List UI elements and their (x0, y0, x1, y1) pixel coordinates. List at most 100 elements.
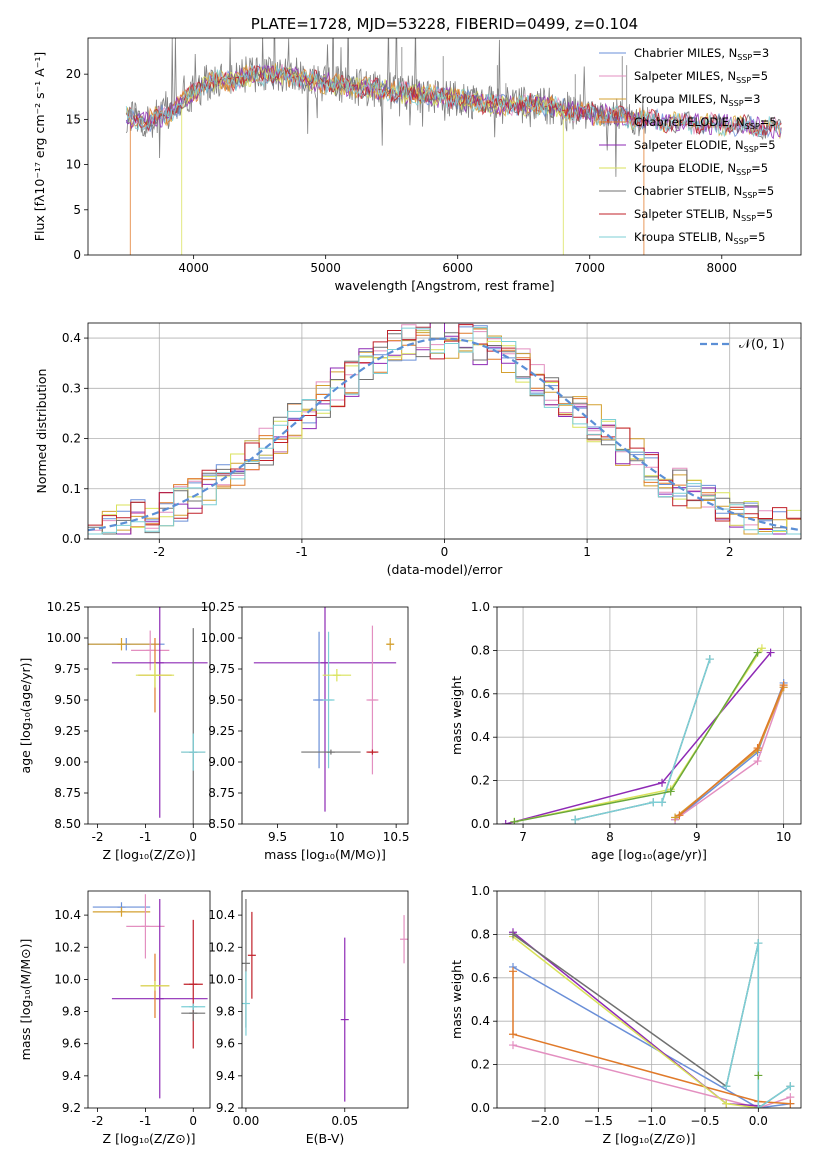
x-tick-label: 0.00 (233, 1114, 260, 1128)
y-tick-label: 10.25 (47, 600, 81, 614)
x-axis-label: wavelength [Angstrom, rest frame] (334, 278, 554, 293)
y-tick-label: 0.4 (62, 331, 81, 345)
series-marker (658, 778, 667, 787)
plot-area (501, 644, 788, 824)
y-tick-label: 0.6 (471, 687, 490, 701)
y-tick-label: 9.8 (62, 1005, 81, 1019)
y-tick-label: 10.0 (208, 972, 235, 986)
y-tick-label: 8.50 (54, 817, 81, 831)
axes-frame (87, 322, 802, 540)
y-tick-label: 9.25 (54, 724, 81, 738)
y-tick-label: 20 (66, 67, 81, 81)
series-marker (666, 787, 675, 796)
chart-panel-2: -2 -1 0 8.50 8.75 9.00 9.25 9.50 9.75 10.00 10.25 Z… (18, 600, 211, 862)
plot-area (253, 607, 397, 812)
y-tick-label: 10 (66, 158, 81, 172)
series-marker (509, 930, 517, 939)
y-tick-label: 9.50 (208, 693, 235, 707)
series-marker (658, 798, 667, 807)
model-spectrum (125, 64, 782, 138)
x-tick-label: 8000 (707, 261, 738, 275)
x-tick-label: -1 (139, 830, 151, 844)
series-line (512, 966, 791, 1108)
series-marker (649, 798, 658, 807)
series-marker (722, 1099, 731, 1108)
chart-panel-5: -2 -1 0 9.2 9.4 9.6 9.8 10.0 10.2 10.4 Z [log₁₀(Z/… (18, 890, 211, 1146)
legend-label: Salpeter ELODIE, NSSP=5 (634, 138, 776, 154)
y-tick-label: 0.2 (471, 1058, 490, 1072)
x-tick-label: 6000 (442, 261, 473, 275)
plot-area (88, 607, 208, 824)
series-marker (705, 655, 714, 664)
series-marker (671, 813, 680, 822)
y-axis-label: mass [log₁₀(M/M⊙)] (18, 939, 33, 1061)
y-tick-label: 9.6 (62, 1037, 81, 1051)
y-tick-label: 0.2 (471, 774, 490, 788)
histogram-series (88, 332, 801, 535)
series-marker (766, 648, 775, 657)
series-marker (786, 1099, 795, 1108)
series-line (674, 687, 785, 821)
x-tick-label: −2.0 (530, 1114, 559, 1128)
y-tick-label: 0.4 (471, 1014, 490, 1028)
y-tick-label: 9.25 (208, 724, 235, 738)
series-marker (757, 644, 766, 653)
y-tick-label: 10.2 (208, 940, 235, 954)
series-line (512, 971, 791, 1105)
y-tick-label: 15 (66, 112, 81, 126)
x-axis-label: (data-model)/error (387, 562, 504, 577)
y-tick-label: 10.00 (47, 631, 81, 645)
x-tick-label: 0 (189, 1114, 197, 1128)
series-line (725, 942, 791, 1108)
series-line (512, 1044, 791, 1108)
x-tick-label: 2 (726, 545, 734, 559)
series-marker (753, 744, 762, 753)
chart-panel-6: 0.00 0.05 9.2 9.4 9.6 9.8 10.0 10.2 10.4 E(B-V) (208, 890, 409, 1146)
x-tick-label: −1.5 (584, 1114, 613, 1128)
plot-area (125, 38, 782, 255)
series-line (512, 931, 759, 1107)
y-tick-label: 9.75 (208, 662, 235, 676)
x-axis-label: Z [log₁₀(Z/Z⊙)] (103, 1131, 196, 1146)
series-marker (509, 967, 517, 976)
y-tick-label: 1.0 (471, 884, 490, 898)
legend-label: Chabrier STELIB, NSSP=5 (634, 184, 774, 200)
series-line (514, 647, 763, 823)
legend-label: Chabrier MILES, NSSP=3 (634, 46, 769, 62)
y-tick-label: 10.00 (201, 631, 235, 645)
y-tick-label: 9.2 (216, 1101, 235, 1115)
y-tick-label: 0.0 (62, 532, 81, 546)
chart-panel-4: 7 8 9 10 0.0 0.2 0.4 0.6 0.8 1.0 age [log₁₀(age/yr… (449, 600, 802, 862)
x-tick-label: 4000 (178, 261, 209, 275)
y-tick-label: 9.00 (54, 755, 81, 769)
y-tick-label: 8.75 (54, 786, 81, 800)
axes-frame (241, 890, 409, 1109)
y-tick-label: 9.75 (54, 662, 81, 676)
y-tick-label: 0.6 (471, 971, 490, 985)
series-marker (501, 820, 510, 824)
y-tick-label: 0.8 (471, 643, 490, 657)
plot-area (509, 928, 795, 1108)
x-tick-label: -1 (296, 545, 308, 559)
series-marker (754, 1071, 763, 1080)
y-axis-label: age [log₁₀(age/yr)] (18, 658, 33, 774)
x-tick-label: 0 (441, 545, 449, 559)
legend-label: 𝒩(0, 1) (739, 336, 785, 351)
x-tick-label: 10 (329, 830, 344, 844)
chart-panel-7: −2.0 −1.5 −1.0 −0.5 0.0 0.0 0.2 0.4 0.6 0.8 1.0 Z [… (449, 884, 802, 1146)
y-tick-label: 0.1 (62, 482, 81, 496)
y-tick-label: 0.0 (471, 817, 490, 831)
y-tick-label: 5 (73, 203, 81, 217)
x-axis-label: mass [log₁₀(M/M⊙)] (264, 847, 386, 862)
model-spectrum (125, 65, 782, 137)
legend-label: Kroupa MILES, NSSP=3 (634, 92, 760, 108)
y-tick-label: 9.00 (208, 755, 235, 769)
x-tick-label: 1 (583, 545, 591, 559)
series-marker (754, 1104, 763, 1108)
y-axis-label: Normed distribution (34, 369, 49, 494)
series-marker (571, 815, 580, 824)
chart-panel-1: -2 -1 0 1 2 0.0 0.1 0.2 0.3 0.4 (data-model)/error… (34, 322, 802, 577)
series-marker (753, 648, 762, 657)
x-axis-label: E(B-V) (306, 1131, 345, 1146)
